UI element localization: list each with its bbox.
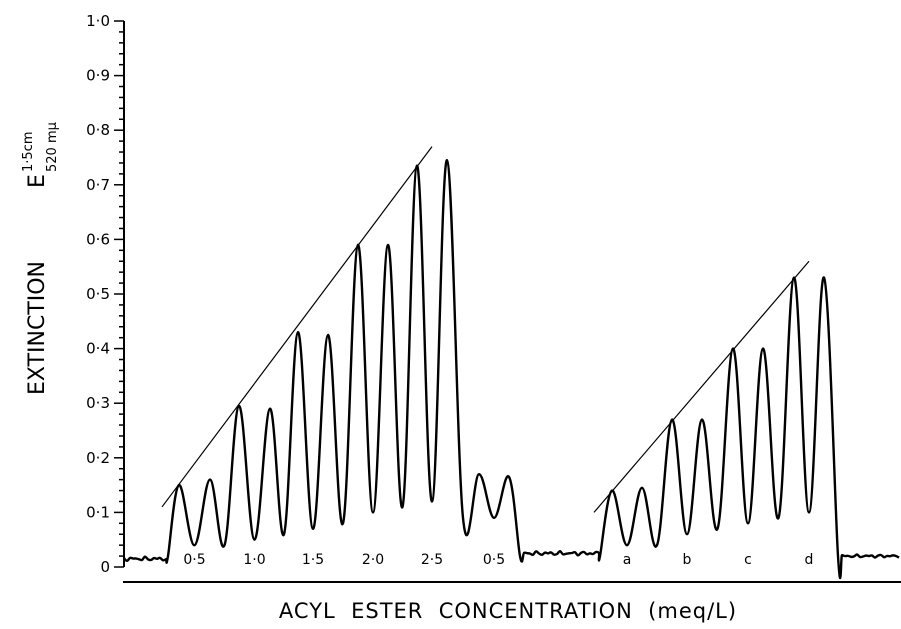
y-axis-title-superscript: 1·5cm: [21, 132, 36, 173]
y-tick-label: 0·6: [86, 230, 110, 248]
peak-label: 2·5: [421, 552, 443, 568]
y-tick-label: 1·0: [86, 12, 110, 30]
peak-label: a: [623, 552, 632, 568]
peak-label: d: [805, 552, 814, 568]
peak-label: 1·0: [243, 552, 265, 568]
y-axis-title-subscript: 520 mμ: [45, 122, 60, 172]
peak-label: 0·5: [183, 552, 205, 568]
peak-label: 2·0: [362, 552, 384, 568]
peak-label: b: [683, 552, 692, 568]
y-axis-title-word: EXTINCTION: [25, 261, 50, 395]
trend-lines: [161, 146, 810, 513]
y-axis-title-symbol: E: [25, 174, 50, 188]
y-tick-label: 0·7: [86, 176, 110, 194]
y-tick-label: 0·3: [86, 394, 110, 412]
peak-labels: 0·5 1·0 1·5 2·0 2·5 0·5 a b c d: [183, 552, 813, 568]
y-tick-label: 0·9: [86, 67, 110, 85]
y-tick-label: 0·8: [86, 121, 110, 139]
y-axis-title: EXTINCTION E 1·5cm 520 mμ: [21, 122, 60, 395]
trend-line-group-2: [593, 260, 810, 513]
extinction-trace: [123, 158, 900, 580]
y-tick-label: 0·2: [86, 449, 110, 467]
trace: [123, 158, 900, 580]
y-tick-label: 0·5: [86, 285, 110, 303]
y-tick-label: 0·4: [86, 340, 110, 358]
y-tick-label: 0: [100, 558, 110, 576]
peak-label: c: [744, 552, 752, 568]
trend-line-group-1: [161, 146, 433, 508]
x-axis-title: ACYL ESTER CONCENTRATION (meq/L): [279, 599, 737, 623]
y-tick-label: 0·1: [86, 503, 110, 521]
peak-label: 1·5: [302, 552, 324, 568]
y-axis: 0 0·1 0·2 0·3 0·4 0·5 0·6 0·7 0·8 0·9 1·0: [86, 12, 125, 576]
peak-label: 0·5: [483, 552, 505, 568]
